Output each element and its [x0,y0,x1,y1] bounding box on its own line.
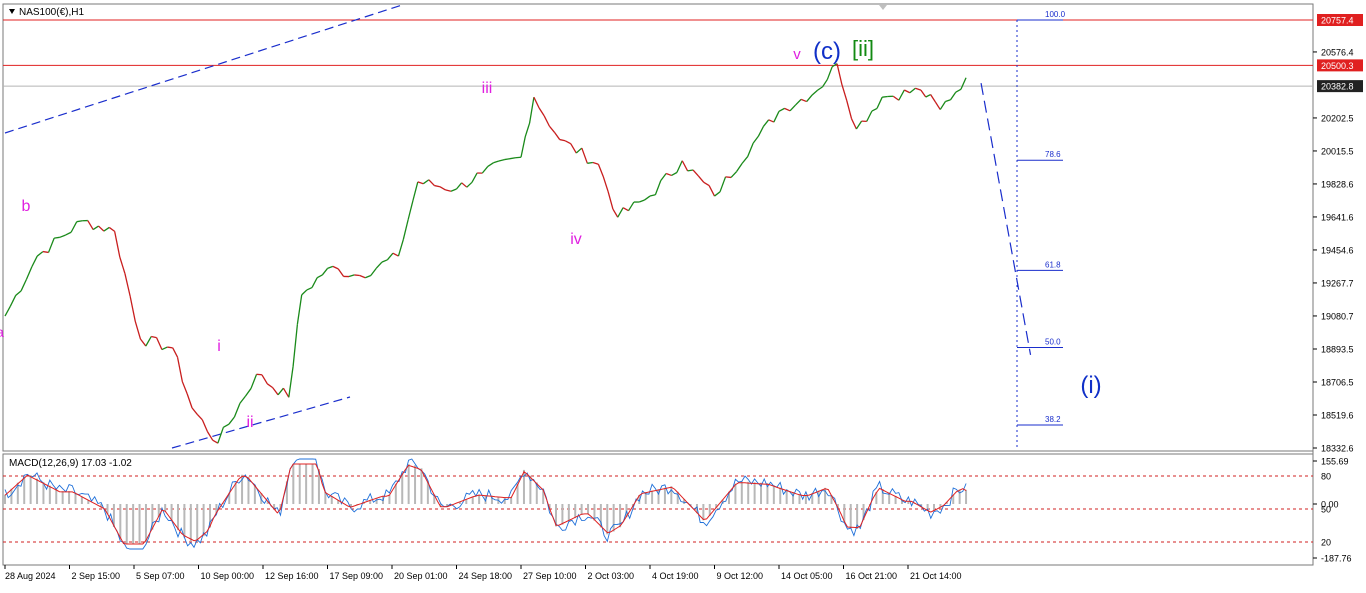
time-tick-label: 17 Sep 09:00 [330,571,384,581]
price-bar [77,221,83,222]
main-plot-frame [3,4,1313,451]
price-tick-label: 19080.7 [1321,311,1354,321]
price-tick-label: 19828.6 [1321,179,1354,189]
price-tag-label: 20500.3 [1321,61,1354,71]
wave-label: (c) [813,38,841,65]
price-tick-label: 18706.5 [1321,378,1354,388]
price-tick-label: 20015.5 [1321,146,1354,156]
macd-tick-label: 155.69 [1321,457,1349,467]
time-tick-label: 14 Oct 05:00 [781,571,833,581]
price-bar [587,162,593,163]
fib-level-label: 78.6 [1045,150,1061,159]
wave-label: iii [482,80,493,97]
wave-label: v [793,46,801,63]
price-bar [43,252,49,253]
time-tick-label: 4 Oct 19:00 [652,571,699,581]
price-tick-label: 20202.5 [1321,113,1354,123]
price-bar [54,237,60,238]
price-tag-label: 20382.8 [1321,82,1354,92]
price-bar [354,275,359,276]
wave-label: iv [570,231,582,248]
price-bar [726,177,732,178]
time-tick-label: 12 Sep 16:00 [265,571,319,581]
macd-tick-label: -187.76 [1321,554,1352,564]
wave-label: i [217,338,221,355]
time-axis: 28 Aug 2024 2 Sep 15:00 5 Sep 07:00 10 Sep … [5,565,962,581]
fib-level-label: 100.0 [1045,10,1066,19]
price-tag-label: 20757.4 [1321,16,1354,26]
price-axis: 20576.4 20202.5 20015.5 19828.6 19641.6 19454… [1313,47,1354,453]
macd-level-label: 50 [1321,505,1331,515]
price-tick-label: 19267.7 [1321,278,1354,288]
price-tick-label: 20576.4 [1321,47,1354,57]
price-tick-label: 19454.6 [1321,245,1354,255]
time-tick-label: 20 Sep 01:00 [394,571,448,581]
price-bar [515,157,521,158]
price-tick-label: 18332.6 [1321,444,1354,454]
macd-label: MACD(12,26,9) 17.03 -1.02 [9,458,132,469]
time-tick-label: 10 Sep 00:00 [201,571,255,581]
time-tick-label: 24 Sep 18:00 [459,571,513,581]
price-bar [167,347,172,348]
time-tick-label: 2 Oct 03:00 [588,571,635,581]
time-tick-label: 16 Oct 21:00 [846,571,898,581]
time-tick-label: 28 Aug 2024 [5,571,56,581]
wave-label: (i) [1080,372,1101,399]
time-tick-label: 9 Oct 12:00 [717,571,764,581]
time-tick-label: 21 Oct 14:00 [910,571,962,581]
time-tick-label: 27 Sep 10:00 [523,571,577,581]
price-bar [882,96,888,97]
wave-label: [ii] [852,36,874,61]
price-tick-label: 18519.6 [1321,410,1354,420]
wave-label: ii [246,414,253,431]
macd-level-label: 80 [1321,472,1331,482]
fib-level-label: 50.0 [1045,337,1061,346]
price-tick-label: 18893.5 [1321,344,1354,354]
fib-level-label: 61.8 [1045,260,1061,269]
time-tick-label: 2 Sep 15:00 [72,571,121,581]
wave-label: b [22,198,31,215]
price-bar [504,159,510,160]
macd-level-label: 20 [1321,538,1331,548]
price-tick-label: 19641.6 [1321,212,1354,222]
time-tick-label: 5 Sep 07:00 [136,571,185,581]
symbol-title: NAS100(€),H1 [19,7,84,18]
fib-level-label: 38.2 [1045,415,1061,424]
wave-label: a [0,324,4,340]
